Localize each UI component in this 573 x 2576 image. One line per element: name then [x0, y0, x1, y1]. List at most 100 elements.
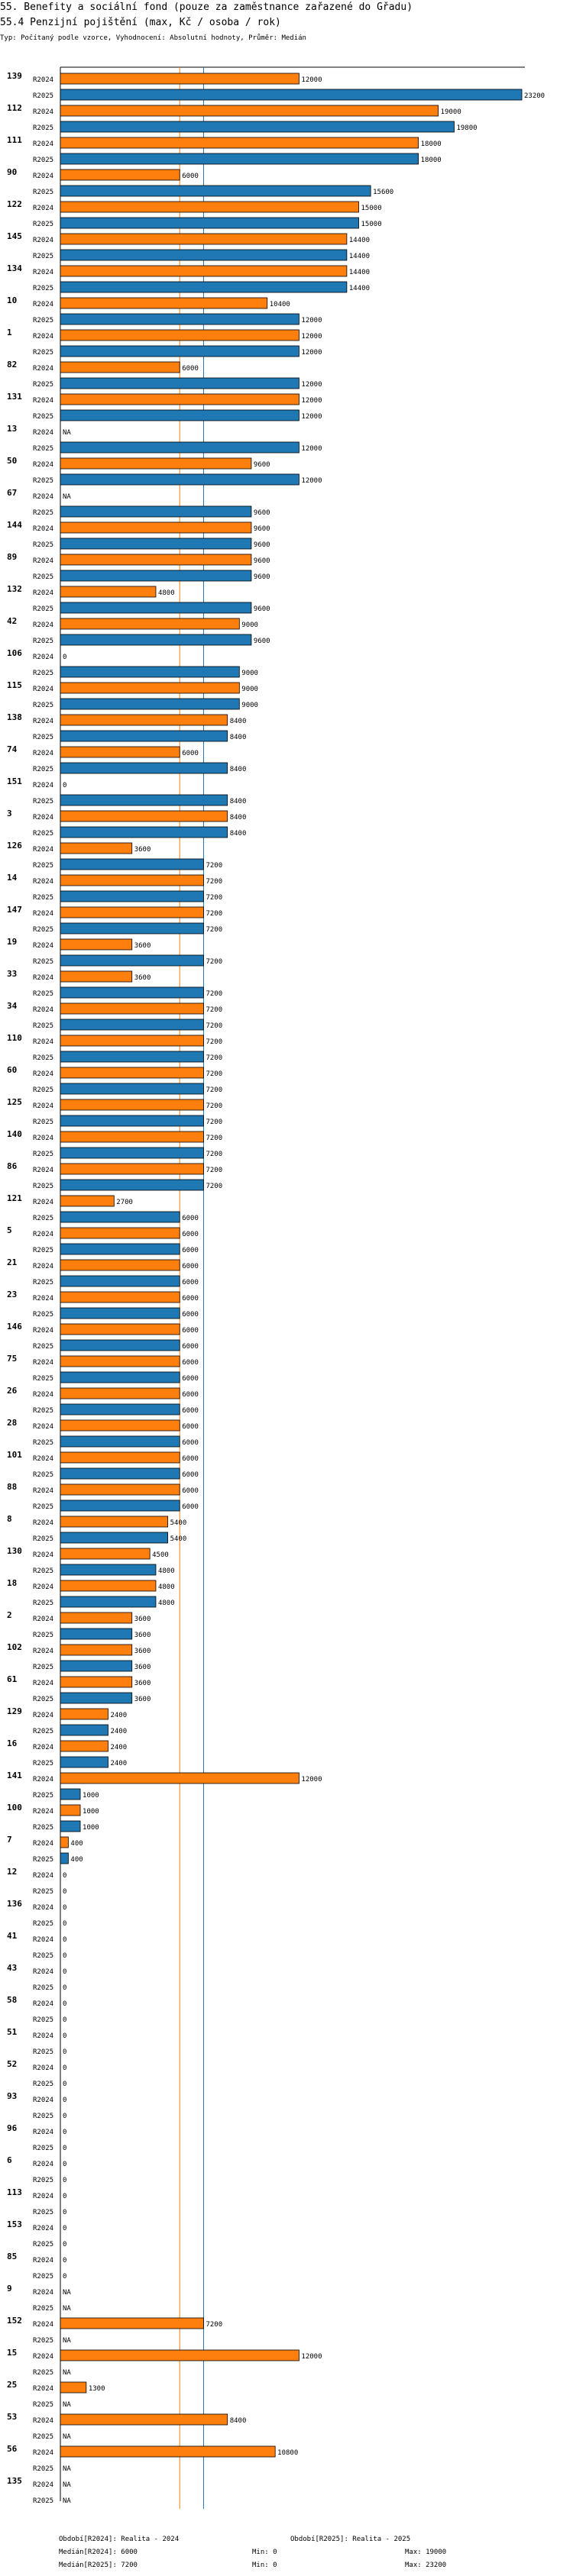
data-label: 18000 — [421, 140, 442, 148]
data-label: 12000 — [301, 349, 322, 357]
bar-r2025 — [60, 954, 204, 967]
data-label: 6000 — [182, 1375, 199, 1383]
category-label: 145 — [7, 231, 22, 241]
data-label: 6000 — [182, 1487, 199, 1495]
data-label: 0 — [63, 2097, 66, 2104]
series-label: R2025 — [33, 2497, 53, 2505]
data-label: 7200 — [206, 1054, 222, 1062]
category-label: 28 — [7, 1418, 17, 1428]
data-label: 6000 — [182, 173, 199, 180]
data-label: 6000 — [182, 1343, 199, 1351]
data-label: 1000 — [83, 1792, 99, 1800]
series-label: R2024 — [33, 1167, 53, 1174]
data-label: 0 — [63, 2225, 66, 2232]
series-label: R2025 — [33, 2273, 53, 2281]
bar-r2025 — [60, 313, 299, 325]
series-label: R2025 — [33, 1471, 53, 1479]
series-label: R2025 — [33, 1119, 53, 1126]
data-label: 0 — [63, 2273, 66, 2281]
series-label: R2024 — [33, 654, 53, 661]
series-label: R2024 — [33, 1904, 53, 1912]
series-label: R2025 — [33, 189, 53, 196]
bar-r2025 — [60, 441, 299, 454]
footer-min-2025: Min: 0 — [252, 2561, 277, 2569]
data-label-na: NA — [63, 2369, 71, 2377]
bar-r2025 — [60, 1211, 180, 1223]
series-label: R2024 — [33, 333, 53, 341]
series-label: R2025 — [33, 413, 53, 421]
bar-r2025 — [60, 1339, 180, 1351]
category-label: 43 — [7, 1963, 17, 1973]
chart-type-note: Typ: Počítaný podle vzorce, Vyhodnocení:… — [0, 34, 306, 42]
series-label: R2024 — [33, 1038, 53, 1046]
category-label: 130 — [7, 1546, 22, 1556]
series-label: R2025 — [33, 766, 53, 773]
category-label: 21 — [7, 1257, 18, 1267]
bar-r2025 — [60, 377, 299, 389]
series-label: R2025 — [33, 1632, 53, 1639]
bar-r2025 — [60, 121, 455, 133]
series-label: R2024 — [33, 2257, 53, 2264]
data-label-na: NA — [63, 2465, 71, 2473]
series-label: R2025 — [33, 894, 53, 902]
bar-r2024 — [60, 1387, 180, 1399]
data-label: 1000 — [83, 1824, 99, 1832]
footer-period-2025: Období[R2025]: Realita - 2025 — [290, 2536, 411, 2543]
bar-r2024 — [60, 842, 133, 854]
footer-max-2024: Max: 19000 — [405, 2549, 447, 2556]
data-label: 8400 — [230, 718, 247, 725]
series-label: R2025 — [33, 2401, 53, 2409]
series-label: R2025 — [33, 1888, 53, 1896]
bar-r2024 — [60, 105, 439, 117]
data-label-na: NA — [63, 2497, 71, 2505]
bar-r2025 — [60, 602, 252, 614]
data-label: 0 — [63, 1888, 66, 1896]
category-label: 151 — [7, 776, 22, 786]
series-label: R2025 — [33, 1279, 53, 1286]
bar-r2025 — [60, 986, 204, 999]
data-label: 9600 — [254, 573, 270, 581]
data-label: 0 — [63, 2064, 66, 2072]
series-label: R2025 — [33, 1503, 53, 1511]
series-label: R2024 — [33, 1231, 53, 1238]
data-label: 6000 — [182, 1455, 199, 1463]
data-label: 12000 — [301, 333, 322, 341]
series-label: R2024 — [33, 1519, 53, 1527]
series-label: R2025 — [33, 1567, 53, 1575]
data-label: 15000 — [361, 221, 382, 228]
category-label: 61 — [7, 1674, 18, 1684]
data-label: 15600 — [373, 189, 393, 196]
series-label: R2025 — [33, 1535, 53, 1543]
data-label: 9600 — [254, 461, 270, 469]
series-label: R2025 — [33, 638, 53, 645]
series-label: R2024 — [33, 910, 53, 918]
series-label: R2025 — [33, 221, 53, 228]
category-label: 132 — [7, 584, 22, 594]
bar-r2025 — [60, 1083, 204, 1095]
data-label: 12000 — [301, 381, 322, 389]
data-label: 0 — [63, 1984, 66, 1992]
bar-r2025 — [60, 1179, 204, 1191]
category-label: 115 — [7, 680, 22, 690]
bar-r2024 — [60, 2413, 228, 2426]
bar-r2024 — [60, 1644, 133, 1656]
data-label: 0 — [63, 1904, 66, 1912]
series-label: R2025 — [33, 1054, 53, 1062]
category-label: 34 — [7, 1001, 18, 1011]
series-label: R2025 — [33, 1086, 53, 1094]
series-label: R2024 — [33, 269, 53, 276]
category-label: 74 — [7, 744, 18, 754]
series-label: R2025 — [33, 2113, 53, 2120]
series-label: R2024 — [33, 2225, 53, 2232]
series-label: R2025 — [33, 1407, 53, 1415]
series-label: R2024 — [33, 173, 53, 180]
data-label: 5400 — [170, 1519, 187, 1527]
series-label: R2024 — [33, 108, 53, 116]
series-label: R2025 — [33, 2145, 53, 2152]
data-label: 9000 — [241, 702, 258, 709]
category-label: 33 — [7, 969, 17, 979]
data-label: 12000 — [301, 76, 322, 84]
category-label: 41 — [7, 1931, 18, 1941]
category-label: 112 — [7, 103, 22, 113]
